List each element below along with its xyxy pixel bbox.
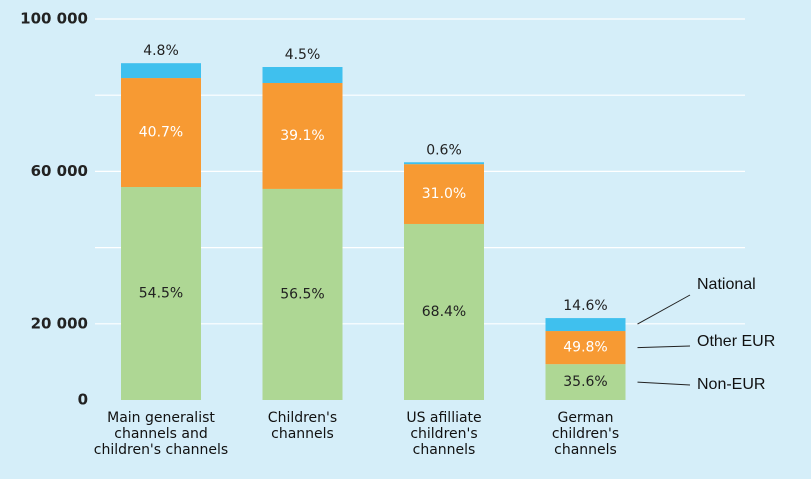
x-tick-label: Main generalist — [107, 410, 215, 426]
data-label: 0.6% — [426, 142, 462, 158]
bar-segment — [545, 318, 626, 332]
bar-segment — [404, 162, 484, 165]
legend-label: Other EUR — [697, 333, 775, 350]
data-label: 4.8% — [143, 43, 179, 59]
data-label: 56.5% — [280, 286, 324, 302]
legend-label: Non-EUR — [697, 376, 765, 393]
x-tick-label: German — [557, 410, 613, 426]
x-tick-label: US afilliate — [406, 410, 481, 426]
x-tick-label: children's — [410, 426, 477, 442]
data-label: 49.8% — [563, 340, 607, 356]
legend-label: National — [697, 276, 756, 293]
bar-segment — [404, 164, 484, 224]
x-tick-label: children's — [552, 426, 619, 442]
bar-segment — [545, 331, 626, 365]
x-tick-label: channels — [413, 442, 476, 458]
bar-segment — [262, 83, 343, 189]
y-tick-label: 100 000 — [20, 10, 88, 28]
x-tick-label: channels — [271, 426, 334, 442]
data-label: 40.7% — [139, 125, 183, 141]
data-label: 31.0% — [422, 186, 466, 202]
x-tick-label: Children's — [268, 410, 337, 426]
bar-segment — [121, 78, 201, 188]
data-label: 68.4% — [422, 304, 466, 320]
data-label: 54.5% — [139, 286, 183, 302]
bar-segment — [545, 364, 626, 400]
x-tick-label: children's channels — [94, 442, 228, 458]
legend-leader — [637, 294, 691, 325]
x-tick-label: channels — [554, 442, 617, 458]
bar-segment — [404, 223, 484, 400]
bar-segment — [121, 187, 201, 400]
data-label: 39.1% — [280, 128, 324, 144]
data-label: 35.6% — [563, 374, 607, 390]
y-tick-label: 0 — [78, 391, 88, 409]
legend-leader — [637, 345, 691, 349]
data-label: 14.6% — [563, 298, 607, 314]
legend-leader — [637, 381, 691, 386]
x-tick-label: channels and — [114, 426, 207, 442]
bar-segment — [121, 63, 201, 79]
bar-segment — [262, 188, 343, 400]
data-label: 4.5% — [285, 47, 321, 63]
bar-segment — [262, 67, 343, 84]
y-tick-label: 60 000 — [31, 162, 88, 180]
y-tick-label: 20 000 — [31, 314, 88, 332]
